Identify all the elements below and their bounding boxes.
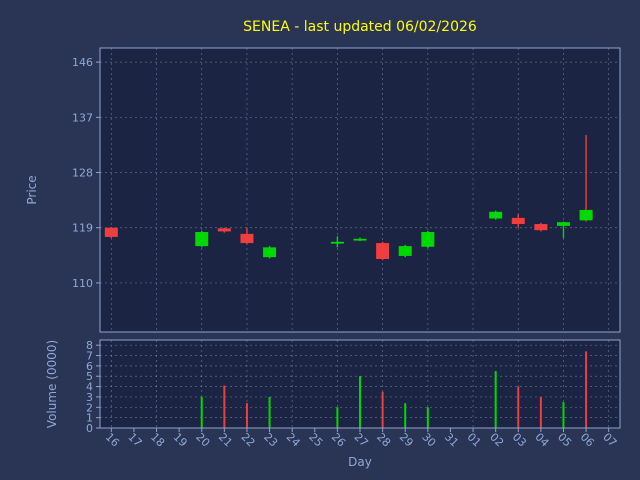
volume-tick-label: 1 (86, 412, 93, 425)
price-axes-frame (99, 47, 621, 333)
candle-body (263, 247, 277, 258)
candle-body (579, 209, 593, 221)
volume-tick-label: 4 (86, 381, 93, 394)
candle-body (104, 227, 118, 237)
volume-tick-label: 3 (86, 391, 93, 404)
candle-body (376, 243, 390, 260)
candle-body (353, 238, 367, 241)
candle-body (195, 232, 209, 247)
candle-body (398, 246, 412, 256)
volume-tick-label: 0 (86, 422, 93, 435)
chart-labels: SENEA - last updated 06/02/2026 Price Vo… (25, 19, 477, 469)
chart-title: SENEA - last updated 06/02/2026 (243, 19, 477, 35)
candle-body (240, 233, 254, 244)
candle-body (534, 224, 548, 231)
volume-tick-label: 2 (86, 401, 93, 414)
price-tick-label: 128 (72, 167, 93, 180)
candle-body (421, 232, 435, 247)
candle-body (217, 228, 231, 232)
volume-tick-label: 8 (86, 339, 93, 352)
price-tick-label: 119 (72, 222, 93, 235)
x-axis-label: Day (348, 455, 372, 469)
price-tick-label: 146 (72, 56, 93, 69)
volume-axis-label: Volume (0000) (45, 340, 59, 428)
volume-tick-label: 6 (86, 360, 93, 373)
price-tick-label: 137 (72, 111, 93, 124)
volume-tick-label: 5 (86, 370, 93, 383)
candle-body (511, 217, 525, 225)
price-axes-background (100, 48, 620, 332)
price-axis-label: Price (25, 175, 39, 204)
candle-body (489, 211, 503, 219)
candle-body (556, 222, 570, 226)
price-tick-label: 110 (72, 277, 93, 290)
candle-body (330, 241, 344, 244)
volume-tick-label: 7 (86, 350, 93, 363)
